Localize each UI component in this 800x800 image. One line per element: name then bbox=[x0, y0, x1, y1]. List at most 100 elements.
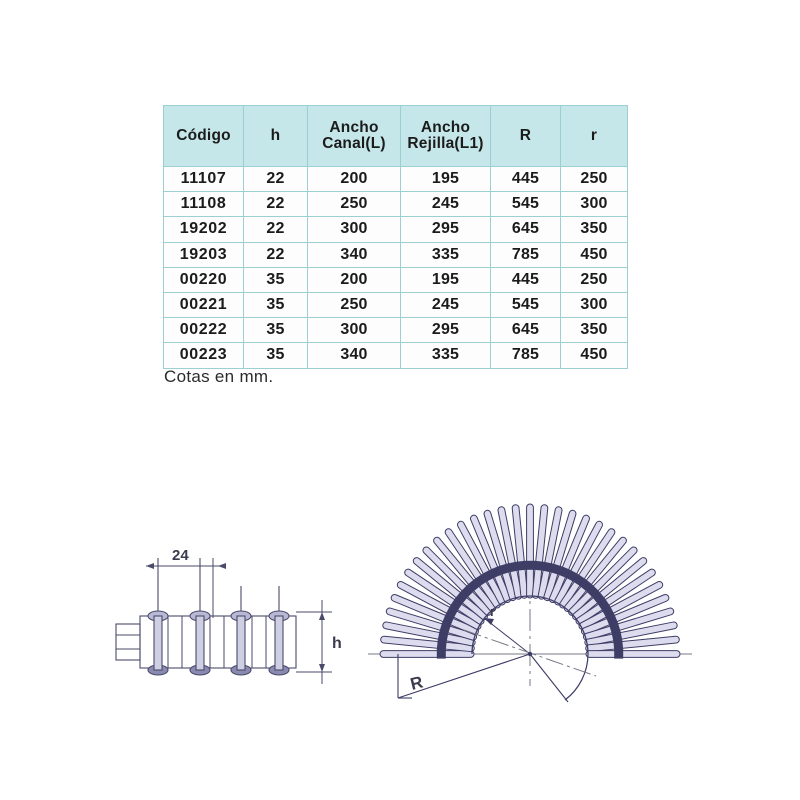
radial-bar bbox=[385, 607, 478, 641]
cell-ancho-canal: 300 bbox=[307, 216, 401, 243]
radial-bar bbox=[537, 506, 563, 600]
radial-bar bbox=[422, 546, 492, 616]
height-dimension-line bbox=[296, 600, 332, 684]
radial-bar-tie bbox=[482, 569, 495, 582]
radial-bar bbox=[548, 514, 591, 604]
cell-r: 450 bbox=[560, 241, 628, 268]
radial-bar-tie bbox=[611, 631, 623, 643]
radial-bar bbox=[580, 593, 670, 636]
header-line-1: r bbox=[590, 127, 598, 144]
tie-rod-group bbox=[147, 558, 290, 676]
cell-r: 350 bbox=[560, 317, 628, 344]
radial-bar-tie bbox=[490, 566, 503, 578]
radial-bar bbox=[563, 536, 627, 612]
radial-bar bbox=[469, 514, 512, 604]
table-row: 19203 22 340 335 785 450 bbox=[163, 241, 628, 268]
table-header: Código h Ancho Canal(L) Ancho Rejilla(L1… bbox=[163, 105, 628, 167]
table-row: 11107 22 200 195 445 250 bbox=[163, 165, 628, 193]
header-line-1: Ancho bbox=[329, 119, 379, 136]
tie-rod bbox=[147, 558, 169, 676]
cell-r: 450 bbox=[560, 342, 628, 369]
radial-bar bbox=[444, 528, 501, 609]
radial-bar bbox=[578, 580, 664, 630]
cell-h: 22 bbox=[243, 191, 308, 218]
inner-radius-arc-lower bbox=[564, 653, 589, 701]
body-outline bbox=[139, 615, 297, 669]
radial-bar-tie bbox=[436, 649, 446, 659]
header-line-1: Ancho bbox=[420, 119, 471, 136]
radial-bar bbox=[483, 509, 517, 602]
radial-bar bbox=[511, 504, 529, 599]
specification-table: Código h Ancho Canal(L) Ancho Rejilla(L1… bbox=[163, 105, 628, 369]
radial-bar bbox=[531, 504, 549, 599]
cell-ancho-rejilla: 335 bbox=[400, 342, 491, 369]
cell-codigo: 19202 bbox=[163, 216, 244, 243]
cell-h: 35 bbox=[243, 291, 308, 319]
cell-R: 785 bbox=[490, 342, 561, 369]
radial-bar bbox=[543, 509, 577, 602]
header-line-1: R bbox=[519, 127, 532, 144]
radial-bar-tie bbox=[516, 560, 527, 571]
cell-codigo: 11107 bbox=[163, 165, 244, 193]
radial-bar bbox=[433, 536, 497, 612]
tie-rod bbox=[268, 586, 290, 676]
radial-bar bbox=[526, 503, 534, 599]
radial-bar-tie bbox=[442, 614, 454, 627]
bar-separators bbox=[167, 616, 281, 668]
pitch-dimension-label: 24 bbox=[172, 547, 189, 564]
column-header-ancho-rejilla: Ancho Rejilla(L1) bbox=[400, 105, 491, 167]
cell-codigo: 00223 bbox=[163, 342, 244, 369]
table-body: 11107 22 200 195 445 250 11108 22 250 245 545 300 19… bbox=[163, 165, 628, 369]
cell-ancho-canal: 340 bbox=[307, 342, 401, 369]
radial-bar-tie bbox=[507, 561, 519, 573]
radial-bar-tie bbox=[436, 640, 447, 651]
column-header-ancho-canal: Ancho Canal(L) bbox=[307, 105, 401, 167]
radial-bar bbox=[554, 520, 604, 606]
inner-radius-arc bbox=[471, 595, 589, 655]
cell-R: 445 bbox=[490, 266, 561, 293]
cell-R: 445 bbox=[490, 165, 561, 193]
radial-bar-tie bbox=[557, 566, 570, 578]
radial-svg: r R bbox=[368, 503, 692, 703]
center-point bbox=[527, 651, 533, 657]
cell-R: 545 bbox=[490, 191, 561, 218]
table-row: 00223 35 340 335 785 450 bbox=[163, 342, 628, 369]
spec-table-container: Código h Ancho Canal(L) Ancho Rejilla(L1… bbox=[163, 105, 628, 369]
cell-R: 645 bbox=[490, 317, 561, 344]
inner-radius-leader bbox=[483, 617, 531, 655]
radial-bar bbox=[572, 557, 648, 621]
radial-bar-tie bbox=[525, 560, 535, 570]
outer-radius-label: R bbox=[408, 672, 425, 693]
header-line-2: Rejilla(L1) bbox=[407, 135, 484, 152]
tie-rod bbox=[230, 586, 252, 676]
column-header-codigo: Código bbox=[163, 105, 244, 167]
cell-h: 35 bbox=[243, 342, 308, 369]
header-line-1: Código bbox=[176, 127, 231, 144]
cell-ancho-canal: 250 bbox=[307, 191, 401, 218]
cell-h: 35 bbox=[243, 317, 308, 344]
radial-grating-drawing: r R bbox=[360, 490, 700, 705]
cell-h: 35 bbox=[243, 266, 308, 293]
radial-bar-group bbox=[379, 503, 681, 659]
cell-ancho-rejilla: 295 bbox=[400, 317, 491, 344]
radial-bar-tie bbox=[614, 649, 624, 659]
column-header-h: h bbox=[243, 105, 308, 167]
cell-R: 545 bbox=[490, 291, 561, 319]
cell-r: 300 bbox=[560, 291, 628, 319]
table-row: 00220 35 200 195 445 250 bbox=[163, 266, 628, 293]
table-row: 00221 35 250 245 545 300 bbox=[163, 291, 628, 319]
cell-h: 22 bbox=[243, 241, 308, 268]
cell-ancho-rejilla: 335 bbox=[400, 241, 491, 268]
table-row: 11108 22 250 245 545 300 bbox=[163, 191, 628, 218]
header-row: Código h Ancho Canal(L) Ancho Rejilla(L1… bbox=[163, 105, 628, 167]
radial-bar bbox=[585, 650, 681, 658]
cell-r: 300 bbox=[560, 191, 628, 218]
radial-bar bbox=[584, 621, 678, 647]
grating-profile-drawing: 24 h bbox=[100, 520, 370, 700]
cell-R: 785 bbox=[490, 241, 561, 268]
inner-radius-label: r bbox=[490, 604, 495, 619]
column-header-r: r bbox=[560, 105, 628, 167]
radial-bar bbox=[585, 635, 680, 653]
header-line-1: h bbox=[270, 127, 281, 144]
end-cap bbox=[115, 623, 141, 661]
